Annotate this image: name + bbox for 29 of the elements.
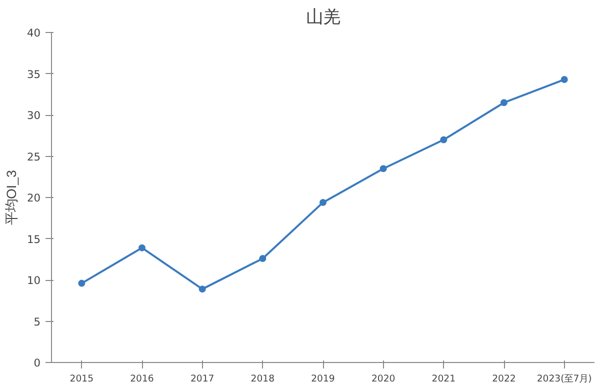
x-tick-label: 2017 <box>190 374 214 384</box>
x-tick-label: 2019 <box>311 374 335 384</box>
x-tick-label: 2021 <box>432 374 456 384</box>
y-tick-label: 30 <box>26 109 41 122</box>
y-axis-title: 平均OI_3 <box>4 170 19 225</box>
y-tick-label: 5 <box>34 315 40 328</box>
point <box>500 99 508 106</box>
chart-title: 山羌 <box>306 8 340 28</box>
point <box>138 244 146 252</box>
y-tick-label: 25 <box>26 150 41 164</box>
point <box>259 255 266 262</box>
y-tick-label: 15 <box>26 232 41 246</box>
point <box>380 165 387 172</box>
point <box>198 286 206 293</box>
y-tick-label: 20 <box>26 192 41 204</box>
x-tick-label: 2016 <box>130 374 154 384</box>
point <box>560 76 568 84</box>
y-tick-label: 40 <box>26 26 41 40</box>
y-tick-label: 35 <box>26 68 41 81</box>
x-tick-label: 2018 <box>250 374 275 384</box>
x-tick-label: 2022 <box>492 374 516 384</box>
x-tick-label: 2023(至7月) <box>536 374 592 384</box>
y-tick-label: 10 <box>26 274 41 287</box>
point <box>320 198 326 206</box>
y-tick-label: 0 <box>34 356 41 370</box>
point <box>440 136 448 144</box>
x-tick-label: 2020 <box>371 374 396 384</box>
x-tick-label: 2015 <box>70 374 94 384</box>
point <box>78 280 86 287</box>
